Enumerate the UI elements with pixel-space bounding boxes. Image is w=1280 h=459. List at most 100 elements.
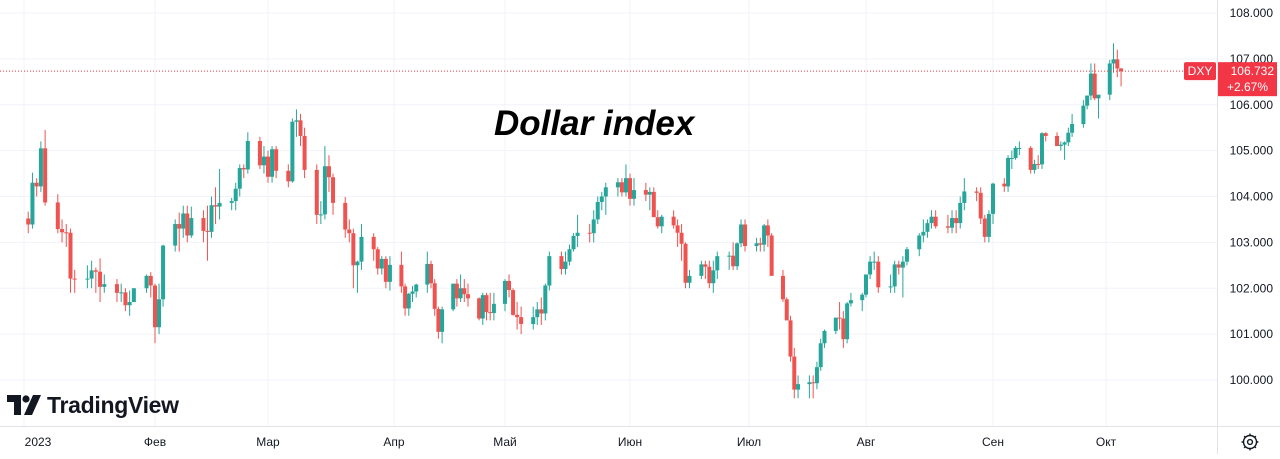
candle-body (209, 205, 214, 232)
candle-body (631, 190, 636, 199)
candle-body (205, 230, 210, 232)
candle-body (925, 223, 930, 232)
candle-body (425, 263, 430, 285)
candle-body (807, 382, 812, 385)
candle-body (38, 148, 43, 187)
candle-body (647, 191, 652, 195)
x-tick-label: Фев (144, 435, 166, 449)
candle-body (30, 182, 35, 225)
y-tick-label: 104.000 (1230, 190, 1274, 204)
candle-body (872, 261, 877, 263)
candle-body (679, 232, 684, 244)
candle-body (954, 218, 959, 224)
candle-body (43, 148, 48, 203)
candle-body (780, 275, 785, 300)
tradingview-logo[interactable]: TradingView (7, 391, 179, 419)
y-tick-label: 100.000 (1230, 373, 1274, 387)
candle-body (754, 243, 759, 247)
candle-body (575, 232, 580, 236)
candle-body (950, 218, 955, 228)
candle-body (567, 249, 572, 262)
candle-body (796, 384, 801, 390)
candle-body (237, 168, 242, 189)
x-tick-label: Апр (383, 435, 405, 449)
candle-body (1058, 144, 1063, 147)
candle-body (599, 196, 604, 203)
candle-body (1088, 73, 1093, 96)
candle-body (769, 235, 774, 276)
candle-body (102, 284, 107, 287)
candle-body (406, 293, 411, 309)
candle-body (383, 258, 388, 282)
candle-body (711, 270, 716, 284)
candle-body (571, 235, 576, 250)
y-tick-label: 108.000 (1230, 6, 1274, 20)
candle-body (157, 299, 162, 328)
candle-body (274, 149, 279, 171)
candle-body (864, 274, 868, 295)
candle-body (60, 229, 65, 233)
candle-body (245, 140, 250, 170)
candle-body (1017, 147, 1022, 149)
x-tick-label: Июн (618, 435, 642, 449)
candle-body (355, 261, 360, 266)
candle-body (290, 121, 295, 182)
candle-body (788, 320, 793, 357)
candle-body (739, 224, 744, 244)
candle-body (603, 187, 608, 197)
candle-body (379, 258, 384, 269)
candle-body (144, 275, 149, 289)
candle-body (213, 205, 218, 207)
candle-body (462, 288, 467, 295)
candle-series (26, 43, 1124, 399)
candle-body (55, 202, 60, 230)
candle-body (628, 178, 632, 199)
candle-body (837, 317, 842, 319)
x-tick-label: Мар (256, 435, 280, 449)
candle-body (326, 166, 331, 178)
candle-body (683, 243, 688, 283)
candle-body (559, 256, 564, 269)
candle-body (359, 236, 364, 262)
candle-body (1006, 157, 1011, 187)
candle-body (298, 120, 303, 136)
candle-body (322, 166, 327, 215)
candle-body (900, 261, 905, 268)
candle-body (833, 317, 838, 331)
y-tick-label: 105.000 (1230, 144, 1274, 158)
candle-body (466, 294, 470, 299)
grid-lines (0, 0, 1217, 426)
candle-body (982, 218, 987, 237)
candle-body (727, 255, 732, 257)
candle-body (958, 202, 963, 224)
candle-body (962, 191, 967, 203)
candle-body (921, 231, 926, 236)
candle-body (217, 202, 222, 207)
candle-body (286, 170, 291, 182)
candle-body (318, 214, 323, 216)
candle-body (347, 229, 352, 234)
candle-body (715, 256, 720, 271)
candle-body (892, 264, 897, 287)
candle-body (515, 314, 520, 318)
candle-body (1055, 135, 1060, 147)
candle-body (114, 284, 119, 293)
candle-body (945, 226, 950, 228)
x-tick-label: Окт (1096, 435, 1117, 449)
x-tick-label: Авг (857, 435, 876, 449)
candle-body (991, 183, 995, 214)
candle-body (181, 213, 186, 229)
candle-body (841, 318, 846, 340)
candle-body (1013, 147, 1018, 158)
candle-body (623, 178, 628, 193)
candle-body (1107, 63, 1112, 95)
candle-body (201, 218, 206, 231)
gear-icon[interactable] (1240, 432, 1260, 452)
candle-body (477, 298, 482, 319)
candle-body (436, 308, 441, 332)
candle-body (403, 286, 408, 309)
candle-body (531, 317, 536, 325)
